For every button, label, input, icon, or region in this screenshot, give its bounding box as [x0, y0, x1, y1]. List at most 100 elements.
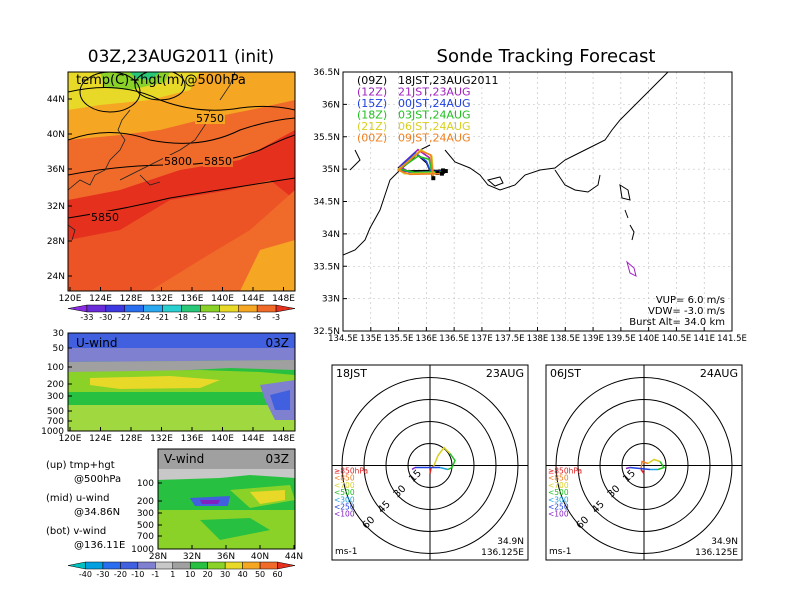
level-legend-item: <850 [334, 474, 355, 483]
lon-tick-label: 136E [416, 334, 438, 344]
pressure-tick-label: 100 [47, 363, 64, 373]
hodograph-trace [411, 466, 416, 471]
colorbar-swatch [219, 304, 239, 313]
panel-note-line1: (mid) u-wind [46, 493, 109, 504]
pressure-tick-label: 500 [137, 521, 154, 531]
hodograph-time: 06JST [550, 367, 581, 380]
colorbar-swatch [181, 304, 201, 313]
hodograph-date: 24AUG [700, 367, 738, 380]
lon-tick-label: 128E [120, 294, 143, 304]
lat-tick-label: 36N [47, 165, 65, 175]
lon-tick-label: 139E [582, 334, 604, 344]
panel-note-line2: @34.86N [74, 507, 120, 518]
colorbar-swatch [200, 304, 220, 313]
lon-tick-label: 137E [471, 334, 493, 344]
track-legend-label: 09JST,24AUG [398, 132, 471, 145]
u-wind-lon-ticks: 120E 124E 128E 132E 136E 140E 144E 148E [59, 427, 295, 444]
colorbar-label: -21 [156, 313, 169, 322]
pressure-tick-label: 300 [47, 392, 64, 402]
lon-tick-label: 137.5E [495, 334, 525, 344]
colorbar-label: -3 [272, 313, 280, 322]
level-legend-item: <500 [334, 488, 355, 497]
colorbar-swatch [162, 304, 182, 313]
svg-text:5850: 5850 [204, 155, 232, 168]
track-legend-code: (09Z) [357, 74, 387, 87]
lon-tick-label: 120E [59, 434, 82, 444]
level-legend-item: ≥850hPa [334, 467, 368, 476]
track-lat-ticks: 36.5N 36N 35.5N 35N 34.5N 34N 33.5N 33N 32.5N [313, 68, 347, 337]
launch-param: VDW= -3.0 m/s [648, 306, 725, 317]
colorbar-label: 10 [185, 570, 195, 579]
lon-tick-label: 141.5E [717, 334, 747, 344]
temp-height-map: 5750 5800 5850 5850 temp(C)+hgt(m)@500hP… [47, 71, 296, 304]
level-legend-item: <300 [334, 495, 355, 504]
lat-tick-label: 36.5N [313, 68, 340, 78]
colorbar-swatch [143, 304, 163, 313]
svg-text:5750: 5750 [196, 112, 224, 125]
lon-tick-label: 135E [360, 334, 382, 344]
colorbar-swatch [67, 561, 86, 570]
hodograph-trace [647, 458, 661, 465]
lat-tick-label: 44N [47, 95, 65, 105]
sonde-track-line [397, 150, 442, 179]
hodograph-unit: ms-1 [549, 547, 571, 557]
pressure-tick-label: 100 [137, 479, 154, 489]
colorbar-label: -1 [151, 570, 159, 579]
hodograph-trace [433, 446, 451, 466]
lat-tick-label: 40N [251, 552, 269, 562]
u-wind-time: 03Z [266, 336, 290, 350]
lat-tick-label: 35.5N [313, 133, 340, 143]
pressure-tick-label: 1000 [41, 427, 64, 437]
main-title: Sonde Tracking Forecast [437, 46, 656, 67]
panel-note-line2: @500hPa [74, 474, 121, 485]
colorbar-swatch [155, 561, 174, 570]
level-legend-item: <700 [548, 481, 569, 490]
hodograph-lat: 34.9N [497, 537, 524, 547]
colorbar-label: 20 [203, 570, 213, 579]
hodograph-trace [640, 469, 645, 474]
lon-tick-label: 132E [150, 294, 173, 304]
colorbar-label: -20 [114, 570, 127, 579]
colorbar-label: 60 [272, 570, 282, 579]
colorbar-swatch [86, 304, 107, 313]
lat-tick-label: 33.5N [313, 262, 340, 272]
colorbar-label: -30 [99, 313, 112, 322]
lat-tick-label: 34N [322, 230, 340, 240]
track-legend-label: 00JST,24AUG [398, 97, 471, 110]
pressure-tick-label: 200 [47, 380, 64, 390]
lon-tick-label: 144E [242, 434, 265, 444]
launch-param: VUP= 6.0 m/s [656, 295, 725, 306]
level-legend-item: <100 [334, 510, 355, 519]
svg-text:5850: 5850 [91, 211, 119, 224]
colorbar-label: -33 [80, 313, 93, 322]
level-legend-item: <100 [548, 510, 569, 519]
lon-tick-label: 124E [89, 434, 112, 444]
pressure-tick-label: 700 [47, 417, 64, 427]
lon-tick-label: 136.5E [439, 334, 469, 344]
colorbar-label: -6 [253, 313, 261, 322]
pressure-tick-label: 300 [137, 509, 154, 519]
u-wind-label: U-wind [76, 336, 117, 350]
panel-notes: (up) tmp+hgt @500hPa (mid) u-wind @34.86N (b… [46, 460, 125, 551]
lon-tick-label: 148E [272, 434, 295, 444]
lon-tick-label: 148E [272, 294, 295, 304]
pressure-tick-label: 1000 [131, 545, 154, 555]
colorbar-swatch [259, 561, 278, 570]
hodograph-unit: ms-1 [335, 547, 357, 557]
colorbar-label: -27 [118, 313, 131, 322]
track-legend-code: (18Z) [357, 109, 387, 122]
lon-tick-label: 138.5E [550, 334, 580, 344]
colorbar-label: 30 [220, 570, 230, 579]
track-legend-code: (15Z) [357, 97, 387, 110]
left-title: 03Z,23AUG2011 (init) [88, 47, 274, 67]
track-legend-code: (21Z) [357, 120, 387, 133]
v-wind-lat-ticks: 28N 32N 36N 40N 44N [149, 545, 303, 562]
lon-tick-label: 136E [181, 434, 204, 444]
colorbar-swatch [85, 561, 104, 570]
